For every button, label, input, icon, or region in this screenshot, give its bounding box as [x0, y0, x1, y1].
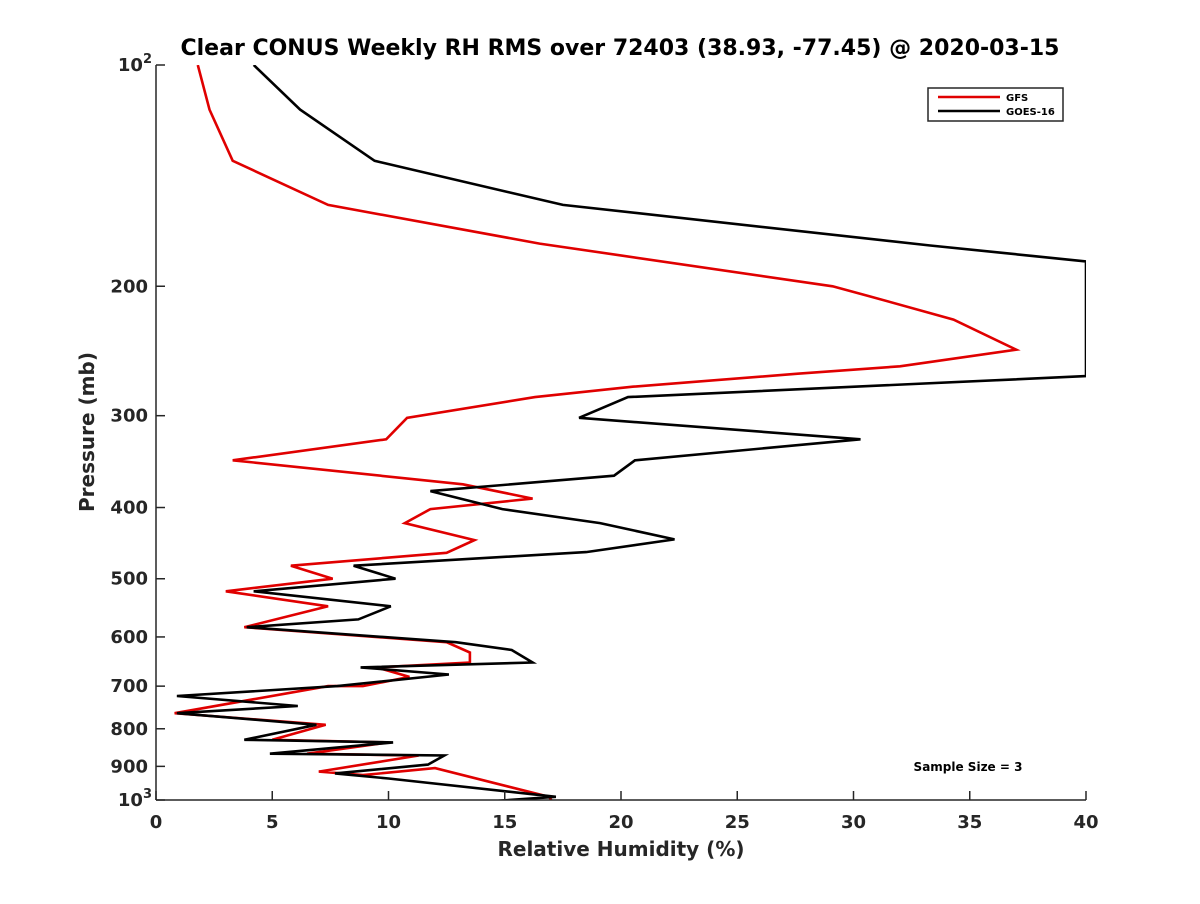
- y-tick-label: 300: [110, 406, 148, 427]
- y-tick-label: 103: [118, 787, 152, 811]
- y-tick-label: 400: [110, 498, 148, 519]
- x-tick-label: 10: [376, 812, 401, 833]
- x-axis-label: Relative Humidity (%): [497, 837, 744, 861]
- x-tick-label: 35: [957, 812, 982, 833]
- axes: 0 5 10 15 20 25 30 35 40 102 200 300 400 500 600 700 800…: [110, 52, 1098, 833]
- legend-label-gfs: GFS: [1006, 93, 1028, 104]
- legend-box: [927, 87, 1064, 122]
- x-tick-label: 5: [266, 812, 279, 833]
- x-tick-label: 40: [1073, 812, 1098, 833]
- x-tick-label: 0: [150, 812, 163, 833]
- x-tick-label: 25: [725, 812, 750, 833]
- x-tick-label: 30: [841, 812, 866, 833]
- y-tick-label: 800: [110, 719, 148, 740]
- y-tick-label: 600: [110, 627, 148, 648]
- legend: GFS GOES-16: [927, 87, 1064, 122]
- series-line-goes16: [176, 65, 1086, 800]
- y-tick-label: 900: [110, 756, 148, 777]
- sample-size-annotation: Sample Size = 3: [914, 760, 1023, 774]
- x-tick-label: 15: [492, 812, 517, 833]
- y-tick-label: 500: [110, 569, 148, 590]
- y-axis-label: Pressure (mb): [75, 352, 99, 512]
- chart-title: Clear CONUS Weekly RH RMS over 72403 (38…: [181, 36, 1060, 61]
- y-tick-label: 700: [110, 676, 148, 697]
- legend-label-goes16: GOES-16: [1006, 107, 1055, 118]
- plot-area: [174, 65, 1086, 800]
- y-tick-label: 200: [110, 276, 148, 297]
- x-tick-label: 20: [608, 812, 633, 833]
- y-tick-label: 102: [118, 52, 152, 76]
